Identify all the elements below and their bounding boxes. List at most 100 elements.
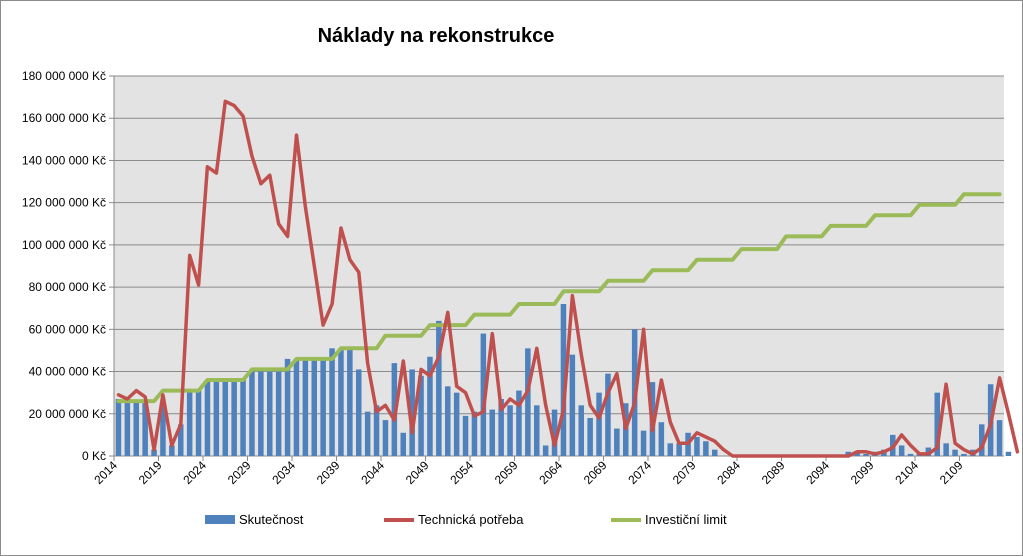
bar-skutecnost — [311, 358, 318, 456]
y-tick-label: 120 000 000 Kč — [22, 196, 106, 210]
bar-skutecnost — [711, 449, 718, 456]
bar-skutecnost — [275, 369, 282, 456]
bar-skutecnost — [160, 405, 166, 456]
bar-skutecnost — [551, 409, 558, 456]
bar-skutecnost — [444, 386, 451, 456]
legend-swatch-technicka-potreba — [384, 517, 414, 522]
y-tick-label: 180 000 000 Kč — [22, 69, 106, 83]
line-technicka-potreba — [116, 99, 1020, 458]
bar-skutecnost — [952, 449, 958, 456]
bar-skutecnost — [347, 348, 353, 456]
x-tick-label: 2044 — [358, 458, 387, 487]
bar-skutecnost — [961, 453, 967, 456]
bar-skutecnost — [133, 401, 140, 456]
x-tick-label: 2024 — [180, 458, 209, 487]
bar-skutecnost — [204, 380, 211, 456]
bar-skutecnost — [480, 333, 487, 456]
bar-skutecnost — [355, 369, 362, 456]
bar-skutecnost — [640, 430, 647, 456]
bar-skutecnost — [302, 358, 309, 456]
bar-skutecnost — [284, 358, 291, 456]
bar-skutecnost — [409, 369, 415, 456]
bar-skutecnost — [240, 380, 246, 456]
y-tick-label: 100 000 000 Kč — [22, 238, 106, 252]
bar-skutecnost — [587, 418, 593, 456]
bar-skutecnost — [195, 390, 202, 456]
bar-skutecnost — [151, 449, 157, 456]
bar-skutecnost — [418, 375, 424, 456]
y-tick-label: 160 000 000 Kč — [22, 111, 106, 125]
bar-skutecnost — [213, 380, 220, 456]
bar-skutecnost — [498, 399, 504, 456]
chart-title: Náklady na rekonstrukce — [317, 25, 555, 47]
bar-skutecnost — [471, 411, 478, 456]
bar-skutecnost — [542, 445, 549, 456]
bar-skutecnost — [596, 392, 602, 456]
x-tick-label: 2049 — [403, 458, 432, 487]
bar-skutecnost — [854, 451, 860, 456]
x-tick-label: 2029 — [225, 458, 254, 487]
bar-skutecnost — [996, 420, 1003, 456]
bar-skutecnost — [329, 348, 335, 456]
bar-skutecnost — [676, 443, 682, 456]
bar-skutecnost — [364, 411, 371, 456]
y-tick-label: 40 000 000 Kč — [29, 365, 106, 379]
bar-skutecnost — [658, 422, 665, 456]
y-tick-label: 20 000 000 Kč — [29, 407, 106, 421]
legend-item-skutecnost: Skutečnost — [205, 512, 303, 527]
legend-item-investicni-limit: Investiční limit — [611, 512, 727, 527]
bar-skutecnost — [694, 437, 700, 456]
bar-skutecnost — [169, 445, 175, 456]
bar-skutecnost — [516, 390, 522, 456]
bar-skutecnost — [489, 409, 496, 456]
x-tick-label: 2019 — [136, 458, 165, 487]
y-tick-label: 60 000 000 Kč — [29, 322, 106, 336]
bar-skutecnost — [703, 441, 709, 456]
bar-skutecnost — [453, 392, 460, 456]
bar-skutecnost — [525, 348, 531, 456]
x-tick-label: 2074 — [625, 458, 654, 487]
x-tick-label: 2094 — [803, 458, 832, 487]
bar-skutecnost — [863, 453, 869, 456]
bar-skutecnost — [507, 405, 513, 456]
bar-skutecnost — [293, 358, 300, 456]
bar-skutecnost — [569, 354, 576, 456]
x-tick-label: 2109 — [937, 458, 966, 487]
bar-skutecnost — [934, 392, 941, 456]
legend-swatch-skutecnost — [205, 515, 235, 524]
x-tick-label: 2079 — [670, 458, 699, 487]
x-tick-label: 2039 — [314, 458, 343, 487]
legend-label-skutecnost: Skutečnost — [239, 512, 304, 527]
x-tick-label: 2069 — [581, 458, 610, 487]
bar-skutecnost — [1005, 451, 1012, 456]
y-tick-label: 140 000 000 Kč — [22, 153, 106, 167]
bar-skutecnost — [320, 358, 326, 456]
x-tick-label: 2054 — [447, 458, 476, 487]
bar-skutecnost — [124, 401, 131, 456]
legend-label-investicni-limit: Investiční limit — [645, 512, 727, 527]
x-tick-label: 2034 — [269, 458, 298, 487]
x-tick-label: 2104 — [892, 458, 921, 487]
bar-skutecnost — [533, 405, 540, 456]
bar-skutecnost — [266, 369, 273, 456]
bar-skutecnost — [978, 424, 985, 456]
legend-label-technicka-potreba: Technická potřeba — [418, 512, 524, 527]
legend-item-technicka-potreba: Technická potřeba — [384, 512, 524, 527]
bar-skutecnost — [845, 451, 852, 456]
y-tick-label: 80 000 000 Kč — [29, 280, 106, 294]
bar-skutecnost — [907, 453, 914, 456]
bar-skutecnost — [427, 356, 433, 456]
bar-skutecnost — [373, 405, 380, 456]
bar-skutecnost — [462, 415, 469, 456]
line-investicni-limit — [116, 192, 1002, 404]
bar-skutecnost — [142, 401, 148, 456]
bar-skutecnost — [400, 432, 407, 456]
bar-skutecnost — [925, 447, 932, 456]
bar-skutecnost — [258, 369, 264, 456]
x-tick-label: 2064 — [536, 458, 565, 487]
bar-skutecnost — [898, 445, 905, 456]
bar-skutecnost — [338, 348, 344, 456]
y-tick-label: 0 Kč — [82, 449, 106, 463]
